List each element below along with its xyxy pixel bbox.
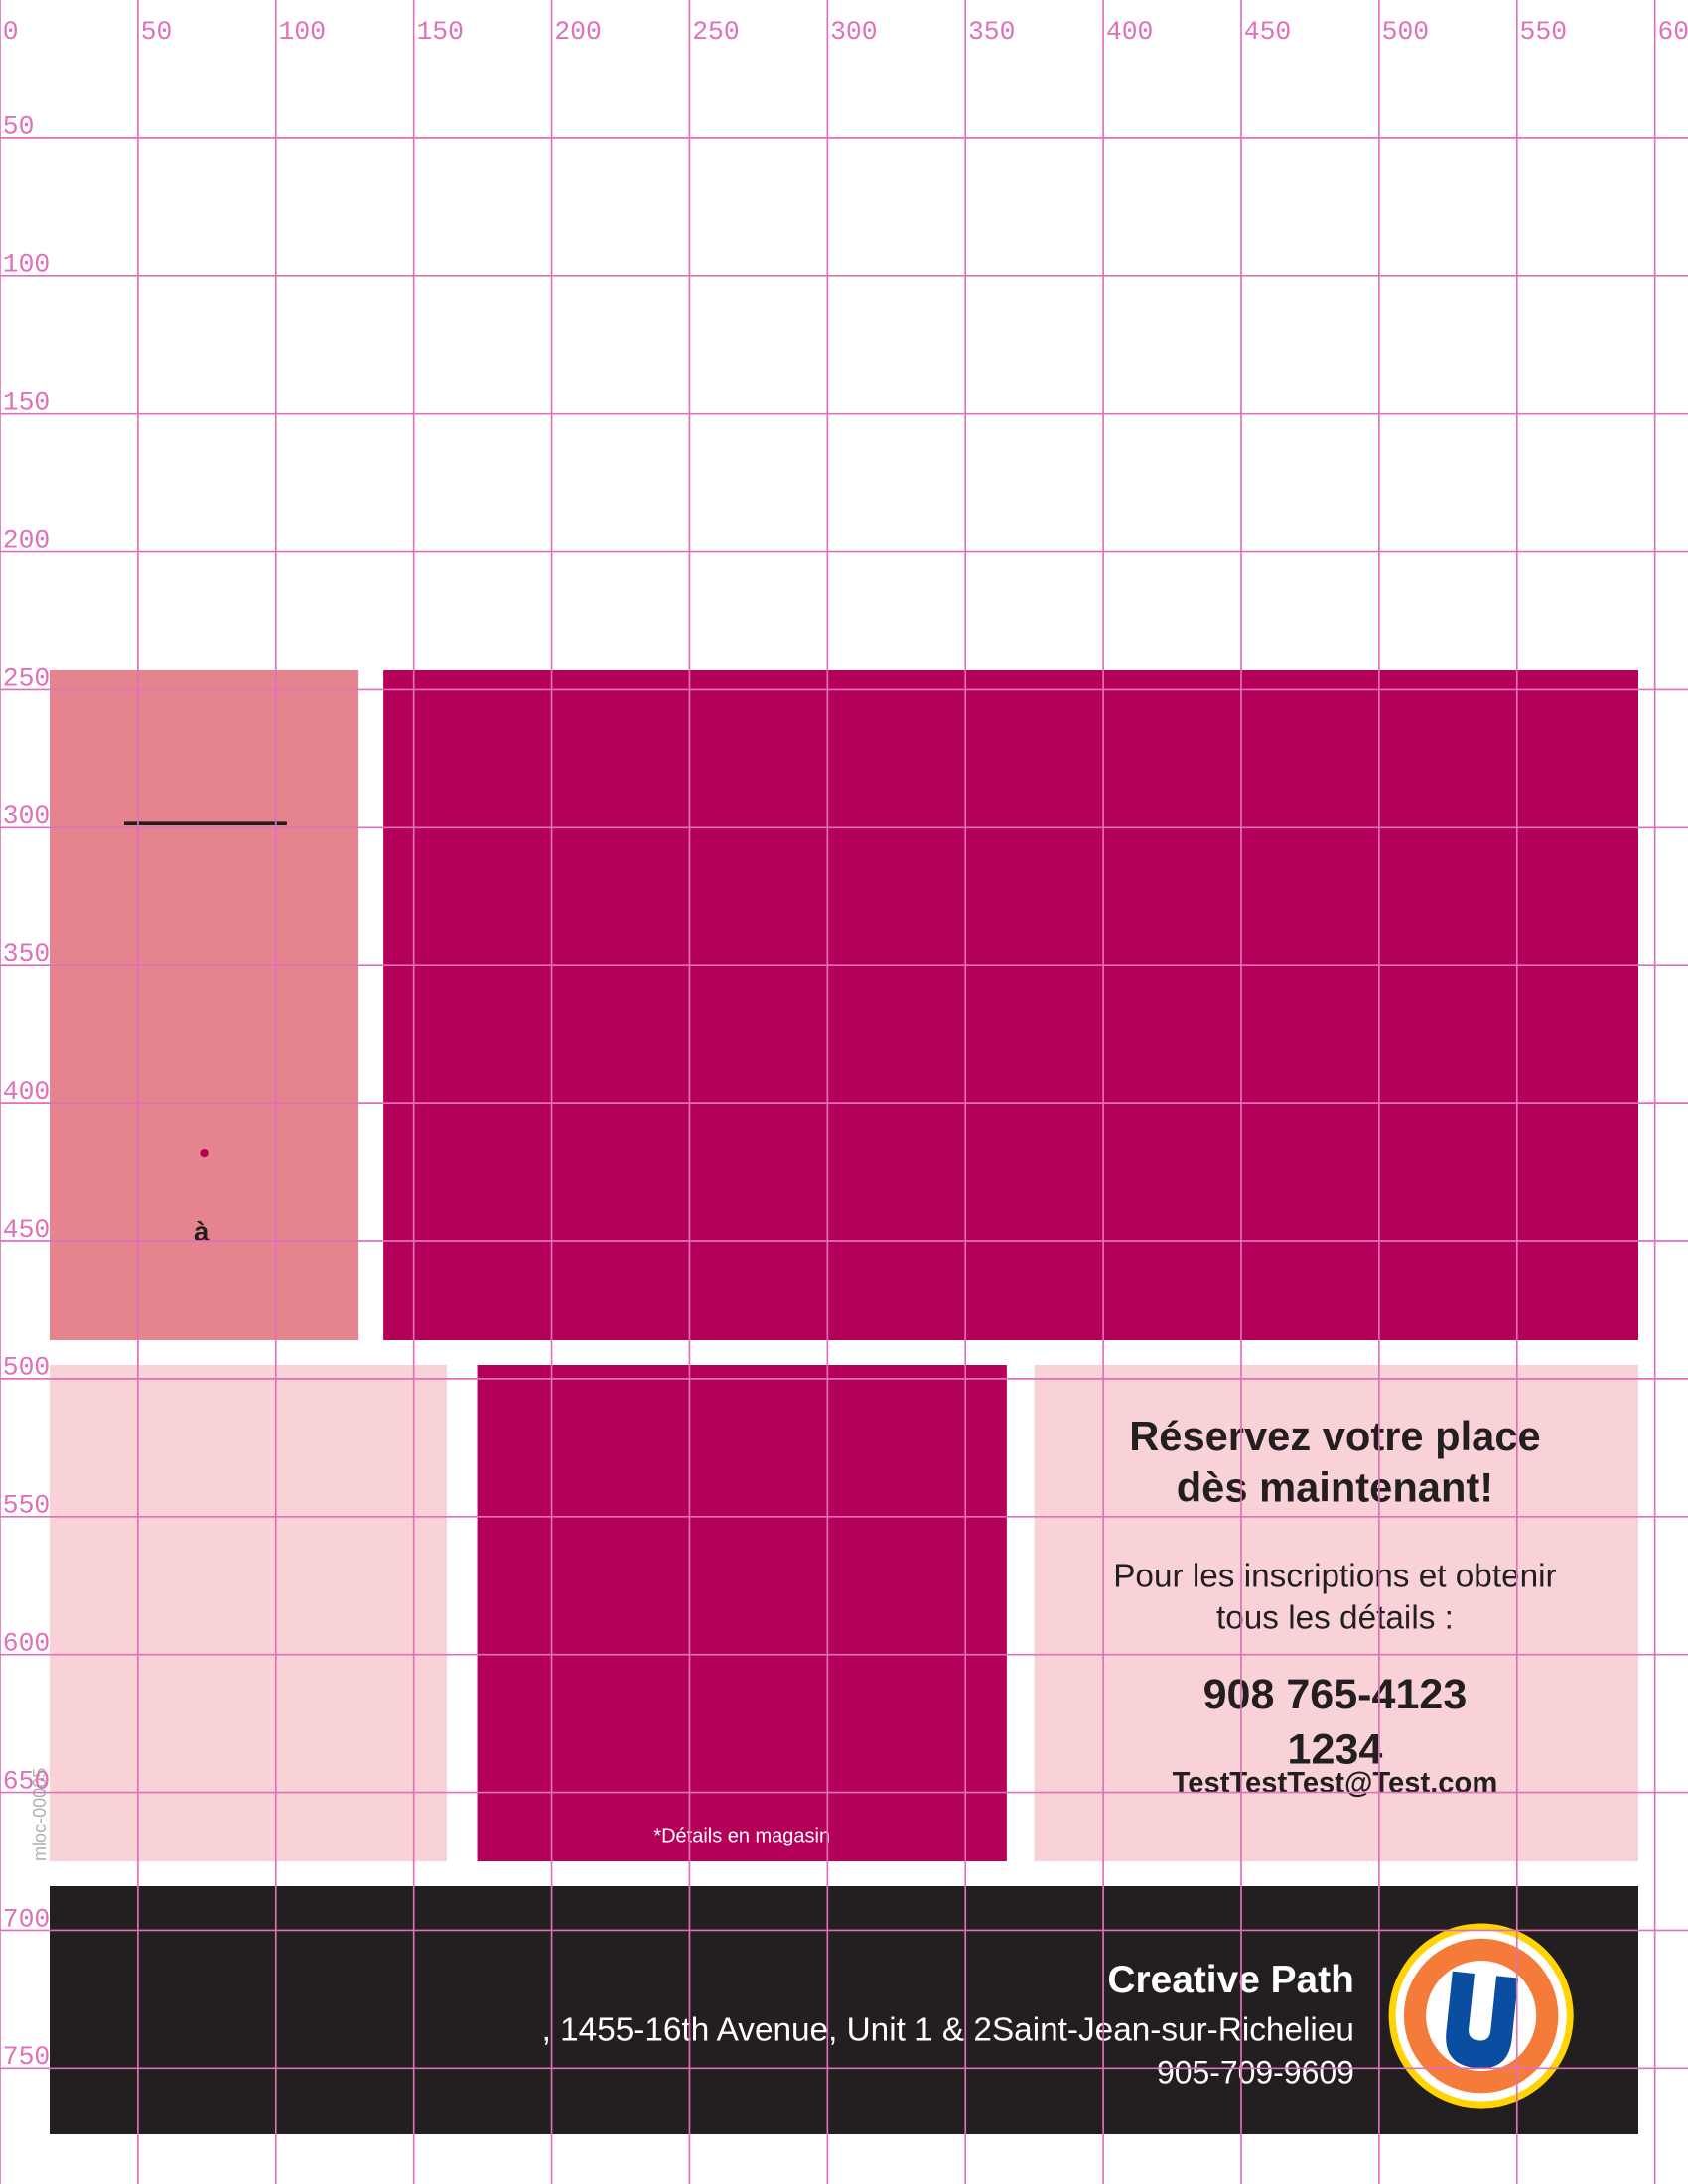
accent-text: à: [194, 1216, 210, 1247]
contact-text: Pour les inscriptions et obtenir: [1113, 1559, 1556, 1595]
grid-label: 200: [3, 525, 50, 555]
grid-label: 550: [3, 1491, 50, 1521]
grid-label: 300: [3, 801, 50, 831]
grid-label: 750: [3, 2042, 50, 2072]
grid-label: 250: [3, 663, 50, 693]
grid-label: 650: [3, 1766, 50, 1796]
grid-label: 400: [1106, 17, 1153, 47]
grid-label: 150: [3, 388, 50, 418]
grid-label: 500: [3, 1353, 50, 1383]
grid-label: 600: [1657, 17, 1688, 47]
grid-label: 200: [554, 17, 601, 47]
grid-label: 600: [3, 1628, 50, 1658]
grid-label: 250: [692, 17, 739, 47]
footer: [50, 1886, 1638, 2134]
grid-label: 50: [3, 112, 35, 142]
content: à *Détails en magasin Réservez votre pla…: [30, 670, 1639, 2134]
footer-phone: 905-709-9609: [1157, 2055, 1354, 2091]
grid-label: 300: [830, 17, 877, 47]
grid-label: 100: [279, 17, 326, 47]
contact-panel: [1034, 1365, 1638, 1861]
grid-label: 50: [141, 17, 173, 47]
grid-label: 450: [3, 1215, 50, 1245]
hero-panel: [383, 670, 1639, 1340]
footer-name: Creative Path: [1107, 1959, 1353, 2001]
grid-label: 450: [1244, 17, 1291, 47]
grid-label: 500: [1382, 17, 1429, 47]
grid-label: 400: [3, 1077, 50, 1107]
contact-email: TestTestTest@Test.com: [1173, 1768, 1498, 1800]
grid-label: 0: [3, 17, 19, 47]
contact-heading: Réservez votre place: [1129, 1413, 1541, 1459]
logo: [1388, 1923, 1574, 2109]
contact-heading: dès maintenant!: [1177, 1464, 1493, 1511]
grid-label: 100: [3, 250, 50, 280]
light-panel: [50, 1365, 447, 1861]
grid-label: 550: [1520, 17, 1567, 47]
grid-label: 700: [3, 1904, 50, 1934]
contact-extension: 1234: [1288, 1725, 1383, 1773]
contact-phone: 908 765-4123: [1203, 1671, 1468, 1718]
footer-address: , 1455-16th Avenue, Unit 1 & 2Saint-Jean…: [542, 2012, 1354, 2049]
contact-text: tous les détails :: [1216, 1599, 1454, 1636]
grid-label: 150: [416, 17, 463, 47]
promo-note: *Détails en magasin: [653, 1826, 830, 1847]
grid-label: 350: [3, 939, 50, 969]
dot: [200, 1148, 209, 1158]
side-code: mloc-00005: [30, 1768, 50, 1861]
promo-panel: [477, 1365, 1007, 1861]
left-panel: [50, 670, 359, 1340]
grid-label: 350: [968, 17, 1015, 47]
